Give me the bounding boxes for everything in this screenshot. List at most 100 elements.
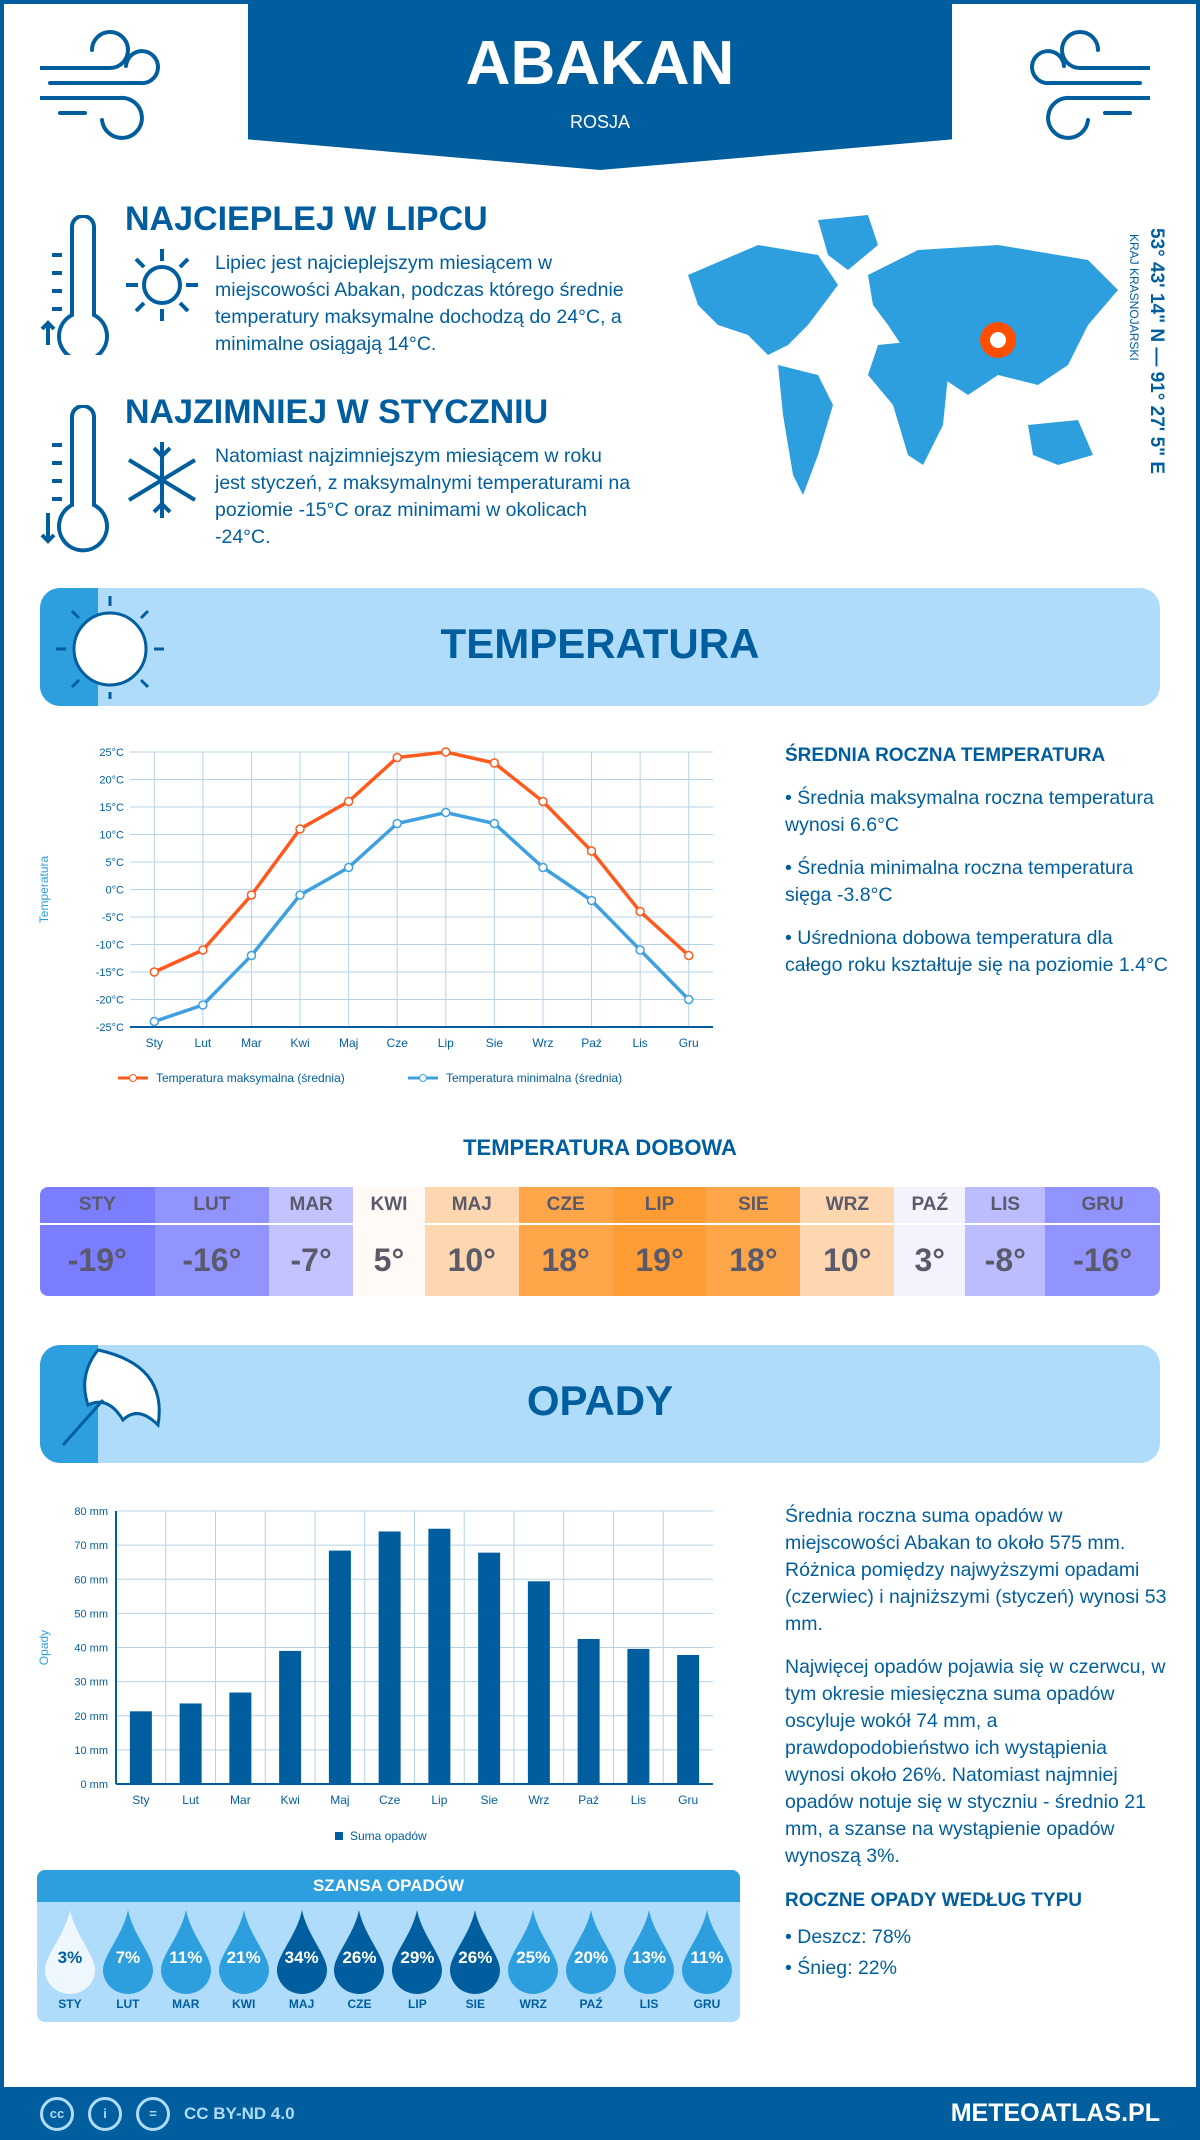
chance-drop: 11% MAR	[159, 1902, 213, 2011]
y-tick-label: 20°C	[99, 775, 124, 787]
chance-drop: 29% LIP	[390, 1902, 444, 2011]
chance-month: GRU	[693, 1997, 721, 2011]
bar	[328, 1550, 351, 1784]
no-derivatives-icon: =	[136, 2097, 170, 2131]
data-point	[246, 890, 257, 900]
data-point	[489, 818, 500, 829]
daily-month: CZE	[518, 1187, 613, 1225]
warmest-title: NAJCIEPLEJ W LIPCU	[125, 200, 488, 238]
attribution-icon: i	[88, 2097, 122, 2131]
wind-icon	[40, 30, 160, 140]
x-tick-label: Lip	[438, 1036, 454, 1050]
x-tick-label: Cze	[379, 1793, 401, 1807]
bar	[527, 1581, 550, 1784]
x-tick-label: Lis	[631, 1793, 646, 1807]
site-link[interactable]: METEOATLAS.PL	[950, 2099, 1160, 2127]
y-tick-label: 20 mm	[74, 1711, 108, 1723]
legend-label: Temperatura maksymalna (średnia)	[156, 1071, 345, 1085]
y-tick-label: 60 mm	[74, 1574, 108, 1586]
chance-month: MAJ	[288, 1997, 315, 2011]
data-point	[198, 945, 208, 955]
legend-marker	[419, 1074, 427, 1082]
daily-month: MAR	[269, 1187, 354, 1225]
y-axis-label: Temperatura	[37, 855, 51, 923]
chance-month: LIP	[408, 1997, 427, 2011]
chance-value: 21%	[226, 1948, 261, 1967]
stat-max: • Średnia maksymalna roczna temperatura …	[785, 787, 1154, 836]
data-point	[246, 950, 257, 961]
chance-month: MAR	[172, 1997, 200, 2011]
daily-value: -8°	[965, 1224, 1046, 1296]
x-tick-label: Gru	[679, 1036, 699, 1050]
precip-detail: Najwięcej opadów pojawia się w czerwcu, …	[785, 1656, 1166, 1867]
raindrop-icon	[392, 1910, 443, 1994]
data-point	[441, 747, 451, 757]
chance-month: WRZ	[519, 1997, 547, 2011]
data-point	[586, 846, 597, 856]
chance-month: LUT	[116, 1997, 140, 2011]
types-title: ROCZNE OPADY WEDŁUG TYPU	[785, 1890, 1082, 1911]
chance-month: STY	[58, 1997, 82, 2011]
chance-drop: 13% LIS	[622, 1902, 676, 2011]
daily-value: -16°	[154, 1224, 270, 1296]
chance-month: PAŹ	[579, 1997, 603, 2011]
chance-month: KWI	[232, 1997, 256, 2011]
bar	[577, 1638, 600, 1784]
warmest-text: Lipiec jest najcieplejszym miesiącem w m…	[215, 252, 624, 355]
x-tick-label: Sty	[146, 1036, 163, 1050]
x-tick-label: Maj	[330, 1793, 349, 1807]
temperature-stats: ŚREDNIA ROCZNA TEMPERATURA • Średnia mak…	[785, 745, 1170, 995]
chance-drop: 7% LUT	[101, 1902, 155, 2011]
y-tick-label: -20°C	[96, 995, 124, 1007]
chance-drop: 11% GRU	[680, 1902, 734, 2011]
chance-drop: 26% SIE	[448, 1902, 502, 2011]
precip-summary: Średnia roczna suma opadów w miejscowośc…	[785, 1505, 1167, 1635]
legend-swatch	[335, 1832, 343, 1840]
y-tick-label: 5°C	[106, 857, 125, 869]
chance-value: 25%	[516, 1948, 551, 1967]
daily-month: LIP	[612, 1187, 707, 1225]
precipitation-banner: OPADY	[40, 1345, 1160, 1463]
data-point	[489, 758, 500, 768]
coordinates: 53° 43' 14" N — 91° 27' 5" E	[1146, 228, 1167, 475]
series-line	[153, 810, 690, 1024]
raindrop-icon	[218, 1910, 269, 1994]
raindrop-icon	[566, 1910, 617, 1994]
x-tick-label: Sie	[486, 1036, 504, 1050]
x-tick-label: Mar	[230, 1793, 251, 1807]
data-point	[683, 994, 694, 1005]
y-tick-label: 10°C	[99, 830, 124, 842]
chance-drop: 26% CZE	[332, 1902, 386, 2011]
y-tick-label: 40 mm	[74, 1643, 108, 1655]
raindrop-icon	[102, 1910, 153, 1994]
chance-month: SIE	[465, 1997, 485, 2011]
daily-value: -7°	[269, 1224, 354, 1296]
chance-drop: 21% KWI	[217, 1902, 271, 2011]
cc-icon: cc	[40, 2097, 74, 2131]
x-tick-label: Gru	[678, 1793, 698, 1807]
data-point	[635, 906, 645, 917]
data-point	[149, 1016, 160, 1027]
chance-month: CZE	[347, 1997, 372, 2011]
daily-value: 5°	[353, 1224, 425, 1296]
snowflake-icon	[127, 442, 197, 518]
data-point	[392, 818, 402, 829]
data-point	[295, 890, 305, 900]
legend-marker	[129, 1074, 137, 1082]
temperature-banner: TEMPERATURA	[40, 588, 1160, 706]
chance-value: 20%	[574, 1948, 609, 1967]
daily-value: 19°	[612, 1224, 707, 1296]
daily-month: LUT	[154, 1187, 270, 1225]
y-tick-label: -25°C	[96, 1022, 124, 1034]
chance-value: 29%	[400, 1948, 435, 1967]
country-label: ROSJA	[569, 112, 630, 132]
stats-title: ŚREDNIA ROCZNA TEMPERATURA	[785, 745, 1106, 766]
daily-month: STY	[40, 1187, 155, 1225]
daily-month: PAŹ	[894, 1187, 966, 1225]
y-tick-label: 10 mm	[74, 1745, 108, 1757]
stat-min: • Średnia minimalna roczna temperatura s…	[785, 857, 1134, 906]
chance-value: 11%	[690, 1948, 724, 1967]
raindrop-icon	[334, 1910, 385, 1994]
x-tick-label: Sty	[132, 1793, 149, 1807]
data-point	[198, 1000, 208, 1010]
